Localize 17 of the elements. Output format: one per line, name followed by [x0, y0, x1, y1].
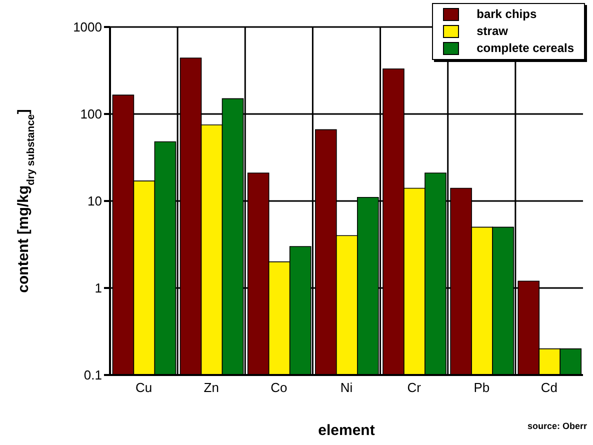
y-tick-label: 10 — [88, 194, 102, 209]
x-tick-label: Ni — [340, 380, 353, 396]
x-tick-label: Zn — [204, 380, 219, 396]
x-axis-title: element — [318, 422, 375, 439]
y-tick-label: 100 — [80, 106, 102, 122]
legend-label: straw — [476, 23, 509, 40]
legend-label: complete cereals — [476, 40, 574, 57]
source-note: source: Oberr — [527, 421, 587, 431]
x-tick-label: Pb — [474, 380, 490, 396]
legend-label: bark chips — [476, 6, 538, 23]
y-tick-label: 1 — [94, 280, 102, 296]
x-tick-label: Cu — [135, 380, 152, 396]
x-tick-label: Co — [270, 380, 288, 396]
y-tick-label: 0.1 — [84, 368, 102, 383]
x-tick-label: Cr — [407, 380, 422, 396]
y-tick-label: 1000 — [73, 20, 102, 35]
x-tick-label: Cd — [540, 380, 558, 396]
